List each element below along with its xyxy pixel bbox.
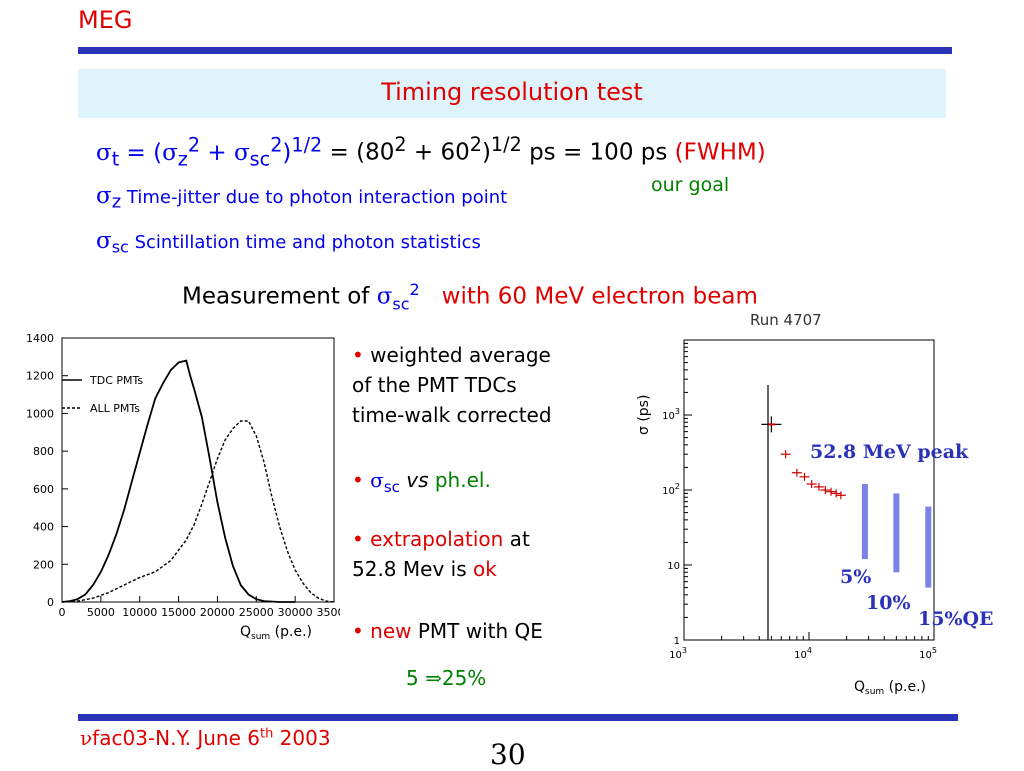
hist-ytick-label: 600 [33, 483, 54, 496]
run-xlabel: Qsum (p.e.) [854, 679, 926, 697]
hist-xtick-label: 20000 [200, 606, 235, 619]
hist-ytick-label: 1200 [26, 370, 54, 383]
hist-xtick-label: 15000 [161, 606, 196, 619]
annotation-10pct: 10% [866, 592, 911, 614]
annotation-peak: 52.8 MeV peak [810, 441, 969, 463]
hist-xtick-label: 25000 [239, 606, 274, 619]
hist-ytick-label: 200 [33, 558, 54, 571]
qe-improvement: 5 ⇒25% [406, 666, 487, 690]
page-number: 30 [490, 738, 526, 771]
legend-label-tdc: TDC PMTs [89, 374, 143, 387]
run-ylabel: σ (ps) [636, 395, 652, 435]
qe-bar-2 [893, 493, 900, 573]
hist-ytick-label: 1000 [26, 407, 54, 420]
goal-label: our goal [651, 174, 730, 196]
run-xtick-label: 103 [669, 646, 687, 661]
definition-sc: σsc Scintillation time and photon statis… [96, 228, 481, 257]
annotation-15pct-qe: 15%QE [918, 608, 994, 630]
bullet-new-pmt: • new PMT with QE [352, 619, 543, 643]
annotation-5pct: 5% [840, 566, 871, 588]
fwhm-label: (FWHM) [674, 139, 766, 166]
series-line-tdc-pmts [61, 359, 296, 603]
hist-ytick-label: 1400 [26, 332, 54, 345]
run-ytick-label: 1 [674, 636, 680, 647]
hist-xlabel: Qsum (p.e.) [240, 624, 312, 640]
qe-bar-1 [861, 484, 868, 560]
slide-title: Timing resolution test [381, 78, 643, 106]
bullet-sigma-vs-phel: • σsc vs ph.el. [352, 468, 491, 496]
bullet-weighted-average: • weighted average of the PMT TDCs time-… [352, 343, 552, 427]
hist-ytick-label: 400 [33, 521, 54, 534]
title-box [78, 69, 946, 118]
run-ytick-label: 102 [662, 482, 680, 497]
measurement-heading: Measurement of σsc2 with 60 MeV electron… [182, 280, 758, 314]
top-divider [78, 47, 952, 54]
resolution-equation: σt = (σz2 + σsc2)1/2 = (802 + 602)1/2 ps… [96, 133, 766, 171]
hist-xtick-label: 35000 [317, 606, 341, 619]
run-xtick-label: 104 [794, 646, 812, 661]
bullet-extrapolation: • extrapolation at 52.8 Mev is ok [352, 527, 530, 581]
footer-conference: νfac03-N.Y. June 6th 2003 [80, 726, 331, 750]
hist-frame [61, 337, 335, 603]
run-ytick-label: 10 [667, 561, 680, 572]
series-line-all-pmts [61, 420, 335, 603]
hist-xtick-label: 5000 [87, 606, 115, 619]
hist-ytick-label: 800 [33, 445, 54, 458]
hist-xtick-label: 30000 [278, 606, 313, 619]
run-ytick-label: 103 [662, 407, 680, 422]
meg-logo-text: MEG [78, 6, 133, 34]
hist-ytick-label: 0 [47, 596, 54, 609]
definition-z: σz Time-jitter due to photon interaction… [96, 183, 508, 213]
legend-label-all: ALL PMTs [90, 402, 140, 415]
run-chart-title: Run 4707 [750, 311, 822, 329]
bottom-divider [78, 714, 958, 721]
qe-bar-3 [925, 506, 932, 588]
hist-legend: TDC PMTs ALL PMTs [62, 374, 143, 415]
hist-xtick-label: 0 [59, 606, 66, 619]
run-xtick-label: 105 [919, 646, 937, 661]
hist-xtick-label: 10000 [122, 606, 157, 619]
pe-histogram-chart: 0 200 400 600 800 1000 1200 1400 0 5000 10000 1500… [26, 332, 341, 640]
